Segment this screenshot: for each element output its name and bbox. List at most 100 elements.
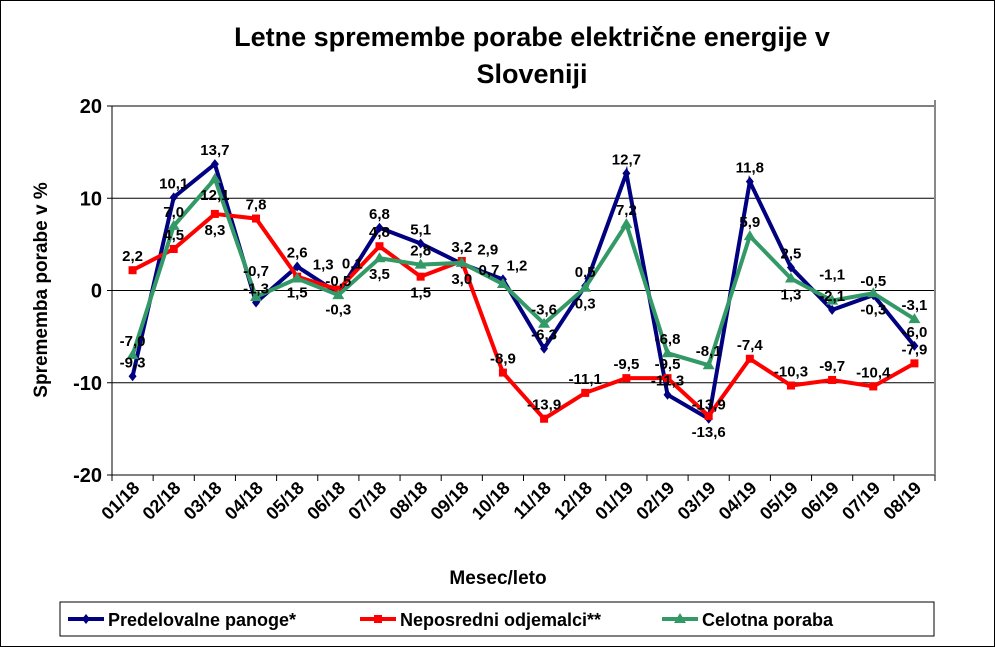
data-label: 1,3 [313,257,334,274]
data-label: 3,5 [369,266,390,283]
data-label: 2,6 [287,245,308,262]
data-point [416,238,425,249]
x-tick-label: 08/18 [385,478,431,524]
data-label: -7,9 [901,341,927,358]
data-label: 10,1 [159,175,188,192]
data-point [784,272,797,283]
data-point [869,382,878,391]
x-tick-label: 05/18 [262,478,308,524]
data-point [579,281,592,292]
series-celotna-poraba [126,172,921,370]
x-tick-label: 03/18 [180,478,226,524]
legend-marker [82,614,90,624]
data-point [167,219,180,230]
data-point [622,168,631,179]
data-label: -6,0 [901,324,927,341]
data-label: 0,7 [478,262,499,279]
data-label: 5,9 [739,214,760,231]
data-point [126,349,139,360]
y-tick-label: 0 [91,281,102,303]
legend-item: Predelovalne panoge* [68,610,296,630]
data-label: -13,6 [692,424,726,441]
data-label: 0,3 [575,296,596,313]
data-point [828,375,837,384]
x-tick-label: 12/18 [550,478,596,524]
y-tick-label: 10 [80,188,102,210]
data-point [498,368,507,377]
data-label: 3,2 [451,239,472,256]
data-point [455,256,468,267]
y-axis-label: Sprememba porabe v % [31,182,52,398]
data-label: 1,3 [781,287,802,304]
data-label: -13,9 [692,397,726,414]
data-point [169,244,178,253]
data-point [661,347,674,358]
x-tick-label: 10/18 [468,478,514,524]
data-label: -9,3 [120,354,146,371]
data-point [414,258,427,269]
data-point [622,374,631,383]
legend-item: Neposredni odjemalci** [360,610,601,630]
data-label: -11,3 [651,373,684,390]
data-point [169,192,178,203]
data-label: -0,5 [860,273,886,290]
x-tick-label: 06/18 [303,478,349,524]
data-label: -2,1 [819,288,845,305]
data-point [540,343,549,354]
data-point [745,176,754,187]
data-label: -8,9 [490,351,516,368]
data-point [910,359,919,368]
legend-box [59,601,935,637]
data-label: -1,3 [243,280,269,297]
x-tick-label: 06/19 [797,478,843,524]
data-label: 7,8 [246,197,267,214]
chart-title-line-2: Sloveniji [476,59,587,89]
data-point [128,371,137,382]
data-point [210,159,219,170]
data-label: 12,7 [612,151,641,168]
data-point [293,261,302,272]
data-point [702,359,715,370]
data-point [786,381,795,390]
data-label: 1,5 [287,285,308,302]
x-axis-label: Mesec/leto [449,568,546,589]
data-label: 2,9 [477,242,498,259]
x-tick-label: 05/19 [756,478,802,524]
data-point [745,354,754,363]
data-point [496,278,509,289]
chart-title-line-1: Letne spremembe porabe električne energi… [234,22,830,52]
data-point [663,374,672,383]
data-point [620,218,633,229]
data-point [416,272,425,281]
data-point [704,411,713,420]
x-tick-label: 08/19 [879,478,925,524]
data-label: -10,4 [856,364,891,381]
data-point [867,287,880,298]
data-label: 13,7 [200,142,229,159]
legend-label: Predelovalne panoge* [108,610,296,630]
x-tick-label: 02/18 [139,478,185,524]
data-label: -0,3 [325,301,351,318]
data-label: -7,0 [120,333,146,350]
x-tick-label: 02/19 [632,478,678,524]
data-label: 2,2 [122,248,143,265]
data-point [208,172,221,183]
data-label: -9,5 [655,356,681,373]
data-label: 8,3 [204,222,225,239]
y-tick-label: -20 [73,465,102,487]
data-label: -13,9 [527,397,561,414]
series-line [131,211,916,422]
data-point [828,304,837,315]
data-point [375,222,384,233]
legend-label: Neposredni odjemalci** [400,610,601,630]
data-point [908,313,921,324]
data-label: -11,1 [569,371,602,388]
x-tick-label: 11/18 [510,478,555,523]
data-label: 11,8 [736,160,764,177]
data-point [291,272,304,283]
data-point [743,230,756,241]
data-label: -8,1 [696,343,722,360]
data-label: -3,1 [901,297,927,314]
series-line [130,160,916,422]
data-label: 12,1 [200,187,229,204]
